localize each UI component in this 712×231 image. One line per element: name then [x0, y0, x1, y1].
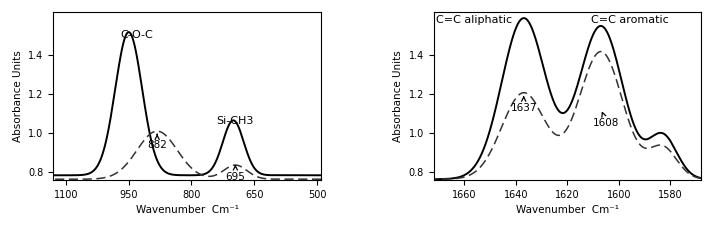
- Text: 695: 695: [226, 166, 246, 182]
- Text: Si-CH3: Si-CH3: [216, 116, 254, 126]
- Text: 1637: 1637: [511, 97, 537, 113]
- Y-axis label: Absorbance Units: Absorbance Units: [13, 50, 23, 142]
- X-axis label: Wavenumber  Cm⁻¹: Wavenumber Cm⁻¹: [136, 205, 239, 216]
- Y-axis label: Absorbance Units: Absorbance Units: [393, 50, 403, 142]
- Text: C=C aliphatic: C=C aliphatic: [436, 15, 512, 25]
- Text: 882: 882: [147, 134, 167, 150]
- Text: 1608: 1608: [593, 112, 619, 128]
- Text: C-O-C: C-O-C: [120, 30, 153, 40]
- X-axis label: Wavenumber  Cm⁻¹: Wavenumber Cm⁻¹: [516, 205, 619, 216]
- Text: C=C aromatic: C=C aromatic: [591, 15, 669, 25]
